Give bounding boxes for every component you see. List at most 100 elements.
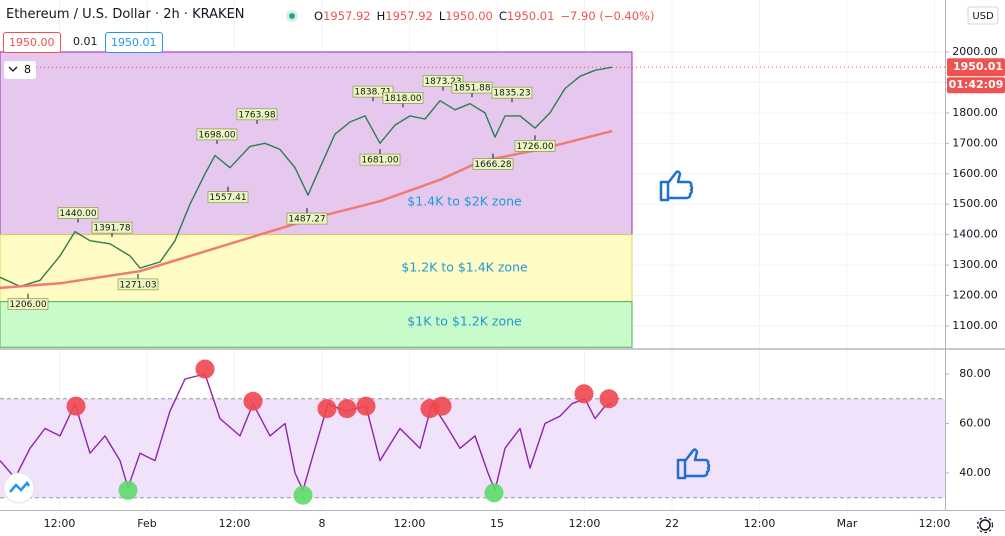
last-price-label: 1950.01 <box>953 60 1003 73</box>
oversold-marker <box>118 480 138 500</box>
currency-box <box>967 6 999 25</box>
price-label-box <box>7 298 49 310</box>
price-zone <box>0 234 633 303</box>
price-zone <box>0 301 633 348</box>
price-label-box <box>514 140 556 152</box>
indicator-count: 8 <box>24 63 31 76</box>
x-tick-label: 12:00 <box>744 517 776 530</box>
overbought-marker <box>356 396 376 416</box>
price-label: 1726.00 <box>516 142 553 152</box>
ohlc-value: 1957.92 <box>323 9 371 23</box>
price-label-box <box>359 153 401 166</box>
oversold-marker <box>484 483 504 503</box>
price-change: −7.90 (−0.40%) <box>560 9 655 23</box>
ask-price[interactable]: 1950.01 <box>105 32 163 53</box>
price-label-box <box>472 158 514 170</box>
y-tick-label: 1700.00 <box>952 136 998 149</box>
x-tick-label: 12:00 <box>919 517 951 530</box>
countdown-tag <box>947 77 1005 94</box>
x-tick-label: Feb <box>137 517 156 530</box>
zone-label: $1.4K to $2K zone <box>407 193 522 208</box>
y-tick-label: 1500.00 <box>952 197 998 210</box>
price-label-box <box>91 221 133 234</box>
price-label-box <box>236 108 278 121</box>
ohlc-key: H <box>376 9 386 23</box>
ohlc-value: 1950.00 <box>445 9 493 23</box>
price-label-box <box>57 207 99 219</box>
price-label: 1391.78 <box>93 224 130 234</box>
x-tick-label: 12:00 <box>394 517 426 530</box>
ohlc-value: 1957.92 <box>385 9 433 23</box>
price-label: 1851.88 <box>453 84 490 94</box>
last-price-tag <box>947 58 1005 77</box>
price-label-box <box>117 278 159 291</box>
collapse-icon <box>8 66 18 72</box>
y-tick-label: 1300.00 <box>952 258 998 271</box>
thumbs-up-icon <box>659 170 694 202</box>
price-label: 1666.28 <box>474 160 511 170</box>
spread: 0.01 <box>68 32 103 51</box>
price-label: 1271.03 <box>119 280 156 290</box>
price-label: 1818.00 <box>384 94 421 104</box>
y-tick-label: 1200.00 <box>952 289 998 302</box>
thumbs-up-icon <box>676 448 711 480</box>
x-tick-label: Mar <box>837 517 858 530</box>
status-dot <box>286 10 298 22</box>
price-label-box <box>382 92 424 104</box>
oversold-marker <box>293 485 313 505</box>
series-line <box>0 66 613 288</box>
zone-label: $1.2K to $1.4K zone <box>401 260 528 275</box>
ohlc-key: C <box>498 9 507 23</box>
zone-label: $1K to $1.2K zone <box>407 314 522 329</box>
overbought-marker <box>243 391 263 411</box>
x-tick-label: 22 <box>665 517 679 530</box>
price-label-box <box>352 85 394 98</box>
x-tick-label: 12:00 <box>569 517 601 530</box>
x-tick-label: 12:00 <box>219 517 251 530</box>
price-label-box <box>196 128 238 141</box>
ohlc-row: O1957.92 H1957.92 L1950.00 C1950.01 −7.90 (−… <box>314 9 660 23</box>
bid-price[interactable]: 1950.00 <box>3 32 61 53</box>
settings-gear[interactable] <box>976 516 994 534</box>
ohlc-item: L1950.00 <box>439 9 493 23</box>
price-label: 1838.71 <box>354 88 391 98</box>
price-label: 1873.23 <box>424 77 461 87</box>
price-label-box <box>207 191 249 204</box>
price-label: 1557.41 <box>209 193 246 203</box>
y-tick-label: 1600.00 <box>952 167 998 180</box>
y-tick-label: 1400.00 <box>952 228 998 241</box>
y-tick-label: 1800.00 <box>952 106 998 119</box>
ohlc-value: 1950.01 <box>506 9 555 23</box>
overbought-marker <box>195 359 215 379</box>
price-label: 1487.27 <box>288 215 325 225</box>
price-label-box <box>491 86 533 99</box>
symbol-title: Ethereum / U.S. Dollar · 2h · KRAKEN <box>6 7 245 22</box>
overbought-marker <box>432 396 452 416</box>
price-label: 1698.00 <box>198 130 235 140</box>
price-label-box <box>422 75 464 87</box>
price-label: 1763.98 <box>238 110 275 120</box>
x-tick-label: 12:00 <box>44 517 76 530</box>
y-tick-label: 80.00 <box>959 367 991 380</box>
tradingview-logo[interactable] <box>3 472 35 504</box>
overbought-marker <box>66 396 86 416</box>
x-tick-label: 15 <box>490 517 504 530</box>
ohlc-key: O <box>314 9 324 23</box>
price-label: 1835.23 <box>493 89 530 99</box>
series-line <box>0 373 613 491</box>
overbought-marker <box>337 399 357 419</box>
countdown-label: 01:42:09 <box>949 78 1004 91</box>
y-tick-label: 1100.00 <box>952 319 998 332</box>
y-tick-label: 60.00 <box>959 417 991 430</box>
price-label-box <box>286 212 328 225</box>
ohlc-item: C1950.01 <box>499 9 555 23</box>
overbought-marker <box>574 384 594 404</box>
y-tick-label: 40.00 <box>959 466 991 479</box>
price-label: 1681.00 <box>361 156 398 166</box>
overbought-marker <box>317 399 337 419</box>
ohlc-item: O1957.92 <box>314 9 371 23</box>
ohlc-key: L <box>438 9 446 23</box>
indicator-toggle[interactable]: 8 <box>4 61 36 79</box>
price-label: 1206.00 <box>9 300 46 310</box>
